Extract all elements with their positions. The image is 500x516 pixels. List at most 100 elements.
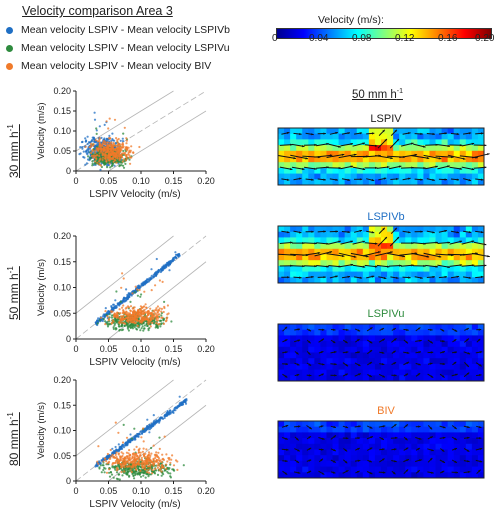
x-tick-label-1-4: 0.20 [197,176,215,186]
field-cell-3-4-14 [362,346,370,353]
x-tick-label-1-1: 0.05 [100,176,118,186]
field-cell-3-2-9 [332,335,340,342]
field-cell-2-6-13 [356,260,364,267]
point-1-1-208 [111,139,115,142]
field-cell-2-3-4 [302,243,309,250]
field-cell-3-3-17 [381,341,388,348]
field-cell-4-4-1 [284,443,291,450]
field-cell-4-1-8 [326,426,334,433]
x-tick-label-1-0: 0 [73,176,78,186]
field-cell-4-3-0 [278,438,285,445]
field-cell-3-1-1 [284,329,291,336]
field-cell-2-4-20 [399,248,406,255]
point-1-1-52 [85,162,88,165]
field-cell-2-3-21 [405,243,412,250]
field-cell-3-7-19 [393,363,400,371]
point-1-1-354 [86,158,90,161]
field-cell-4-4-11 [344,443,352,450]
field-cell-4-3-12 [350,438,358,445]
field-cell-2-3-31 [465,243,473,250]
field-cell-3-3-20 [399,341,406,348]
field-cell-3-5-4 [302,352,309,359]
field-cell-4-3-22 [411,438,418,445]
field-cell-1-1-7 [320,133,327,140]
field-cell-3-7-18 [387,363,394,371]
field-cell-2-1-13 [356,231,364,238]
velocity-field-2 [277,225,490,284]
field-cell-2-3-2 [290,243,297,250]
field-cell-3-2-18 [387,335,394,342]
field-cell-3-0-27 [441,324,449,331]
point-1-1-98 [108,134,111,137]
field-cell-3-3-23 [417,341,424,348]
field-cell-1-2-27 [441,139,449,146]
field-cell-3-8-28 [447,369,455,376]
field-cell-3-1-31 [465,329,473,336]
field-cell-2-4-23 [417,248,424,255]
field-cell-3-7-14 [362,363,370,371]
field-cell-3-7-24 [423,363,430,371]
field-cell-3-8-12 [350,369,358,376]
field-cell-2-3-1 [284,243,291,250]
velocity-field-1 [277,127,490,186]
field-cell-3-8-27 [441,369,449,376]
field-cell-4-3-10 [338,438,346,445]
field-cell-1-7-11 [344,167,352,175]
legend-dot-lspivu [6,44,13,52]
field-cell-4-0-11 [344,421,352,428]
field-cell-4-4-14 [362,443,370,450]
field-cell-2-3-17 [381,243,388,250]
field-cell-4-2-30 [459,432,467,439]
point-1-1-322 [85,150,88,153]
field-cell-2-3-20 [399,243,406,250]
field-cell-3-5-20 [399,352,406,359]
legend-label-lspivb: Mean velocity LSPIV - Mean velocity LSPI… [21,24,230,36]
field-cell-1-4-17 [381,150,388,157]
field-cell-3-7-30 [459,363,467,371]
field-cell-1-3-14 [362,145,370,152]
field-cell-2-7-11 [344,265,352,273]
field-cell-1-4-23 [417,150,424,157]
field-cell-3-2-25 [429,335,437,342]
field-cell-2-4-1 [284,248,291,255]
field-cell-3-2-11 [344,335,352,342]
field-cell-3-7-9 [332,363,340,371]
field-cell-1-1-13 [356,133,364,140]
point-1-1-124 [84,163,87,166]
point-1-2-187 [122,132,125,135]
field-cell-2-5-7 [320,254,327,261]
field-cell-2-5-21 [405,254,412,261]
field-cell-3-4-26 [435,346,443,353]
velocity-field-3 [277,323,485,382]
field-cell-3-1-6 [314,329,321,336]
field-cell-3-7-16 [374,363,382,371]
field-cell-1-0-0 [278,128,285,135]
field-cell-2-7-23 [417,265,424,273]
field-cell-3-4-17 [381,346,388,353]
field-cell-3-3-4 [302,341,309,348]
field-cell-3-2-6 [314,335,321,342]
field-cell-1-5-22 [411,156,418,163]
field-cell-2-7-2 [290,265,297,273]
field-cell-2-3-29 [453,243,461,250]
field-cell-3-4-21 [405,346,412,353]
field-cell-1-1-14 [362,133,370,140]
field-cell-1-7-15 [368,167,376,175]
field-cell-2-5-1 [284,254,291,261]
field-cell-2-7-21 [405,265,412,273]
field-cell-2-2-23 [417,237,424,244]
field-cell-1-7-23 [417,167,424,175]
field-cell-4-2-26 [435,432,443,439]
point-1-1-186 [121,137,124,140]
field-cell-4-2-3 [296,432,303,439]
field-cell-1-7-28 [447,167,455,175]
field-cell-3-1-3 [296,329,303,336]
point-1-2-37 [106,166,109,169]
field-cell-1-3-21 [405,145,412,152]
field-cell-3-1-11 [344,329,352,336]
field-cell-4-1-2 [290,426,297,433]
field-cell-1-5-21 [405,156,412,163]
field-cell-1-0-20 [399,128,406,135]
field-cell-2-7-3 [296,265,303,273]
field-cell-3-3-14 [362,341,370,348]
